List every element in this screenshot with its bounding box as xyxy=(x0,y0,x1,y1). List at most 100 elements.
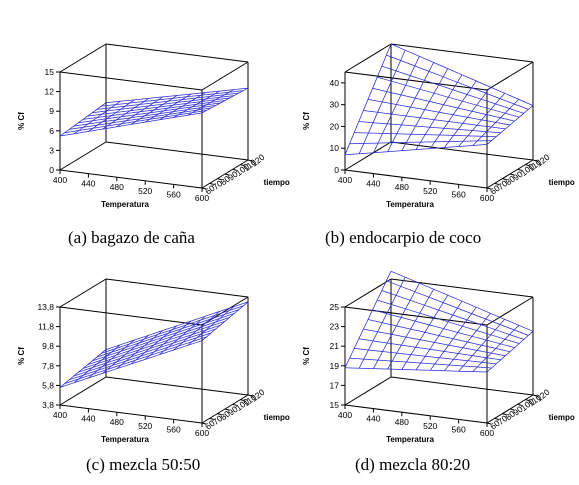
surface-mesh-line xyxy=(472,99,520,146)
y-tick xyxy=(486,422,492,425)
box-edge xyxy=(59,169,203,189)
z-tick-label: 0 xyxy=(49,165,54,175)
surface-mesh-line xyxy=(367,99,511,126)
box-edge xyxy=(105,43,249,63)
box-edge xyxy=(344,141,392,171)
box-edge xyxy=(390,278,534,298)
y-tick xyxy=(247,394,253,397)
z-tick-label: 5,8 xyxy=(42,380,54,390)
box-edge xyxy=(390,141,534,161)
surface-mesh-line xyxy=(92,95,235,114)
box-edge xyxy=(59,376,107,406)
surface-mesh-line xyxy=(472,325,520,372)
y-tick xyxy=(525,164,530,167)
y-tick xyxy=(209,417,214,420)
box-edge xyxy=(344,404,488,424)
x-tick-label: 480 xyxy=(110,182,124,192)
box-edge xyxy=(59,141,107,171)
surface-mesh-line xyxy=(201,301,249,341)
y-tick xyxy=(494,182,499,185)
x-tick-label: 400 xyxy=(338,175,352,185)
surface-mesh-line xyxy=(390,43,534,106)
surface-mesh-line xyxy=(105,301,249,350)
y-axis-label: tiempo xyxy=(264,413,290,422)
surface-mesh-line xyxy=(444,313,491,372)
surface-mesh-line xyxy=(458,319,505,372)
x-tick-label: 560 xyxy=(452,424,466,434)
z-tick-label: 3 xyxy=(49,145,54,155)
surface-plot-mezcla-80-20: 15 17 19 21 23 25 % Cf 400 440 480 520 560 600 Temper… xyxy=(297,270,575,463)
box-edge xyxy=(59,43,107,73)
x-tick-label: 520 xyxy=(423,186,437,196)
caption-a: (a) bagazo de caña xyxy=(68,228,195,247)
surface-mesh-line xyxy=(377,299,520,344)
surface-mesh-line xyxy=(173,90,220,118)
surface-mesh-line xyxy=(101,305,244,354)
z-tick-label: 19 xyxy=(330,361,340,371)
box-edge xyxy=(344,376,392,406)
surface-mesh-line xyxy=(381,290,524,340)
z-tick-label: 17 xyxy=(330,380,340,390)
box-edge xyxy=(59,404,203,424)
box-edge xyxy=(59,306,203,326)
z-axis-label: % Cf xyxy=(302,347,311,365)
x-tick-label: 440 xyxy=(81,179,95,189)
x-tick-label: 400 xyxy=(338,410,352,420)
box-edge xyxy=(486,296,534,326)
caption-b: (b) endocarpio de coco xyxy=(325,228,482,247)
y-tick xyxy=(502,178,507,181)
surface-mesh-line xyxy=(386,280,529,336)
surface-plot-svg: 0 3 6 9 12 15 % Cf 400 440 480 520 560 600 Temperatur… xyxy=(17,43,290,209)
box-edge xyxy=(105,376,249,396)
surface-mesh-line xyxy=(444,86,491,148)
surface-mesh-line xyxy=(187,89,234,116)
surface-mesh-line xyxy=(105,87,249,104)
x-tick-label: 440 xyxy=(366,179,380,189)
surface-plot-svg: 0 10 20 30 40 % Cf 400 440 480 520 560 600 Temperatu… xyxy=(302,43,575,209)
box-edge xyxy=(59,278,107,308)
surface-mesh-line xyxy=(144,320,192,360)
box-edge xyxy=(344,169,488,189)
y-tick xyxy=(224,173,230,176)
surface-mesh-line xyxy=(87,97,230,117)
z-axis-label: % Cf xyxy=(302,112,311,130)
y-tick xyxy=(201,187,207,190)
y-tick xyxy=(486,187,492,190)
y-tick xyxy=(525,399,530,402)
z-tick-label: 9,8 xyxy=(42,341,54,351)
y-tick xyxy=(224,408,230,411)
x-tick-label: 600 xyxy=(195,193,209,203)
z-tick-label: 10 xyxy=(330,143,340,153)
surface-mesh-line xyxy=(429,306,477,371)
surface-plot-bagazo: 0 3 6 9 12 15 % Cf 400 440 480 520 560 600 Temperatur… xyxy=(12,43,290,228)
box-edge xyxy=(486,61,534,91)
caption-d: (d) mezcla 80:20 xyxy=(355,455,471,474)
surface-mesh-line xyxy=(458,92,505,147)
z-tick-label: 6 xyxy=(49,126,54,136)
box-edge xyxy=(344,278,392,308)
surface-mesh-line xyxy=(390,270,534,332)
box-edge xyxy=(344,306,488,326)
surface-plot-svg: 3,8 5,8 7,8 9,8 11,8 13,8 % Cf 400 440 480 520 560 6… xyxy=(17,278,290,444)
box-edge xyxy=(201,61,249,91)
z-tick-label: 7,8 xyxy=(42,361,54,371)
surface-mesh-line xyxy=(429,80,477,149)
surface-mesh-line xyxy=(377,76,520,118)
surface-mesh-line xyxy=(381,65,524,114)
x-tick-label: 400 xyxy=(53,175,67,185)
surface-mesh-line xyxy=(201,87,249,114)
z-tick-label: 30 xyxy=(330,100,340,110)
y-tick xyxy=(217,413,222,416)
x-tick-label: 560 xyxy=(452,189,466,199)
surface-mesh-line xyxy=(344,144,488,156)
z-tick-label: 15 xyxy=(45,67,55,77)
y-tick xyxy=(240,164,245,167)
z-tick-label: 40 xyxy=(330,78,340,88)
surface-mesh-line xyxy=(82,100,226,120)
surface-plot-svg: 15 17 19 21 23 25 % Cf 400 440 480 520 560 600 Temper… xyxy=(302,270,575,444)
box-edge xyxy=(344,43,392,73)
z-tick-label: 12 xyxy=(45,87,55,97)
surface-mesh-line xyxy=(145,93,192,123)
z-tick-label: 21 xyxy=(330,341,340,351)
surface-mesh-line xyxy=(101,90,244,107)
